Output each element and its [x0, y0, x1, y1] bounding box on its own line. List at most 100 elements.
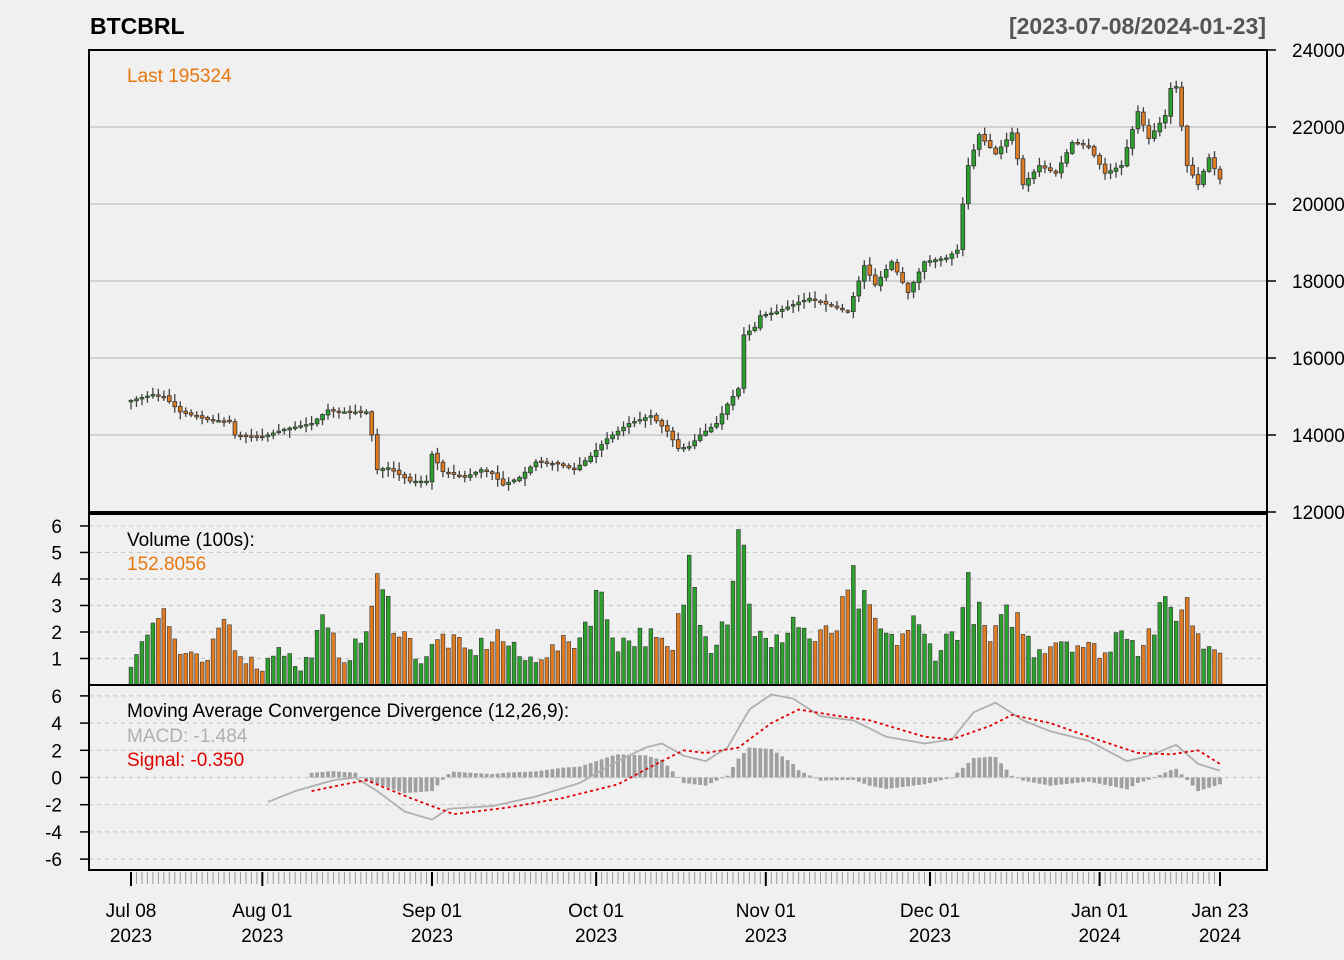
candle-body	[812, 298, 818, 301]
macd-histogram-bar	[648, 756, 653, 778]
volume-bar	[1217, 652, 1223, 686]
volume-bar	[894, 645, 900, 686]
macd-histogram-bar	[1179, 774, 1184, 778]
volume-bar	[818, 629, 823, 686]
volume-bar	[1015, 612, 1020, 686]
macd-histogram-bar	[714, 777, 719, 781]
volume-bar	[282, 655, 287, 686]
volume-bar	[977, 601, 982, 686]
macd-histogram-bar	[747, 747, 752, 778]
candle-body	[561, 463, 566, 467]
candle-body	[303, 424, 309, 427]
volume-bar	[375, 573, 380, 686]
macd-histogram-bar	[1168, 770, 1173, 778]
volume-bar	[320, 614, 325, 686]
date-range: [2023-07-08/2024-01-23]	[1009, 13, 1266, 39]
macd-histogram-bar	[1119, 777, 1124, 789]
macd-histogram-bar	[884, 777, 889, 789]
candle-body	[1091, 146, 1097, 156]
volume-bar	[916, 624, 922, 686]
volume-bar	[736, 529, 741, 686]
macd-histogram-bar	[1103, 777, 1107, 785]
candle-body	[905, 282, 911, 293]
candle-body	[1009, 132, 1015, 141]
price-y-tick-label: 140000	[1292, 426, 1344, 447]
macd-histogram-bar	[829, 777, 834, 781]
volume-bar	[446, 647, 451, 686]
macd-histogram-bar	[1037, 777, 1042, 784]
macd-histogram-bar	[1152, 777, 1157, 779]
chart-title: BTCBRL	[90, 13, 185, 39]
macd-histogram-bar	[517, 772, 522, 778]
candle-body	[1042, 165, 1048, 169]
macd-histogram-bar	[988, 756, 993, 778]
volume-bar	[468, 649, 473, 686]
candle-body	[1162, 115, 1168, 124]
candle-body	[1020, 158, 1026, 186]
macd-histogram-bar	[561, 767, 566, 778]
volume-bar	[517, 656, 522, 686]
volume-bar	[533, 662, 539, 686]
volume-bar	[938, 650, 944, 686]
volume-bar	[424, 656, 429, 686]
volume-y-tick-label: 4	[51, 570, 62, 591]
macd-histogram-bar	[867, 777, 872, 786]
volume-bar	[489, 641, 495, 686]
candle-body	[134, 398, 139, 402]
price-candles	[128, 80, 1223, 491]
x-tick-label: Nov 01	[736, 901, 796, 922]
macd-histogram-bar	[1157, 774, 1162, 778]
candle-body	[249, 435, 254, 438]
macd-histogram-bar	[818, 777, 823, 781]
volume-bar	[752, 636, 758, 686]
volume-bar	[167, 626, 172, 686]
candle-body	[949, 253, 955, 259]
volume-bar	[407, 637, 413, 686]
volume-bar	[676, 613, 681, 686]
volume-bar	[774, 634, 779, 686]
volume-bar	[156, 618, 161, 686]
volume-bar	[1146, 628, 1152, 686]
macd-histogram-bar	[1185, 777, 1190, 780]
macd-histogram-bar	[315, 772, 319, 778]
volume-bar	[1135, 656, 1141, 686]
volume-bar	[1086, 641, 1091, 686]
macd-histogram-bar	[1141, 777, 1146, 782]
macd-histogram-bar	[736, 758, 741, 778]
candle-body	[1097, 154, 1102, 165]
volume-bar	[637, 627, 643, 686]
macd-histogram-bar	[752, 747, 757, 778]
volume-bar	[769, 647, 774, 686]
candle-body	[440, 461, 446, 472]
candle-body	[364, 411, 369, 414]
volume-value-label: 152.8056	[127, 554, 206, 575]
candle-body	[128, 399, 134, 403]
macd-histogram-bar	[906, 777, 910, 787]
candle-body	[1195, 174, 1201, 186]
candle-body	[1037, 165, 1042, 173]
macd-histogram-bar	[419, 777, 423, 792]
candle-body	[380, 468, 386, 471]
candle-body	[429, 453, 435, 483]
macd-histogram-bar	[1021, 777, 1025, 781]
macd-histogram-bar	[544, 769, 549, 778]
volume-bar	[692, 586, 697, 686]
macd-histogram-bar	[1201, 777, 1206, 790]
macd-histogram-bar	[402, 777, 407, 794]
candle-body	[172, 401, 178, 408]
candle-body	[1004, 139, 1009, 147]
candle-body	[664, 425, 670, 432]
volume-bar	[1031, 657, 1037, 686]
candle-body	[555, 462, 561, 465]
candle-body	[1124, 147, 1130, 167]
volume-bar	[298, 670, 303, 686]
candle-body	[457, 474, 462, 477]
volume-bar	[216, 627, 221, 686]
candle-body	[637, 419, 643, 422]
macd-histogram-bar	[845, 777, 850, 780]
candle-body	[522, 471, 528, 479]
macd-histogram-bar	[621, 754, 626, 778]
candle-body	[834, 305, 840, 309]
volume-bar	[145, 634, 150, 686]
